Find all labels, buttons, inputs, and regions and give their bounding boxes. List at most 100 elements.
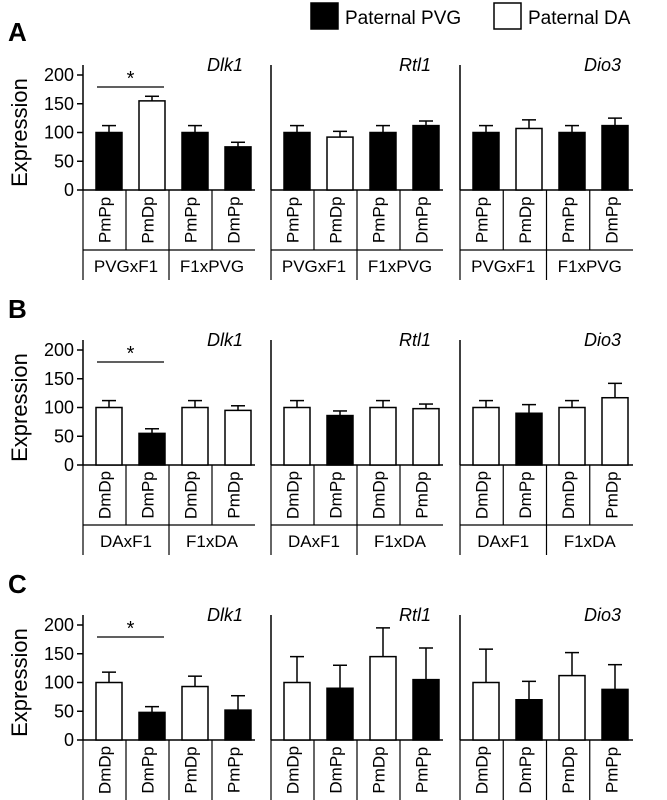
subplot-dio3: Dio3 PmPp PmDp PmPp DmPp PVGxF1 F1xPVG [459,55,633,280]
category-label: PmPp [370,197,389,243]
y-tick-label: 150 [44,94,74,114]
legend-swatch-paternal-pvg [310,2,339,30]
bar [181,685,209,741]
group-label: DAxF1 [477,532,529,551]
bar [224,709,252,741]
category-label: DmDp [473,746,492,794]
group-label: DAxF1 [288,532,340,551]
bar [283,406,311,466]
bar [412,678,440,741]
significance-star: * [127,68,135,90]
category-label: DmPp [139,471,158,518]
subplot-dlk1: Dlk1 DmDp DmPp PmDp PmPp * [82,605,255,800]
subplot-dlk1: Dlk1 DmDp DmPp DmDp PmDp DAxF1 F1xDA * [82,330,255,555]
category-label: PmDp [516,196,535,243]
y-tick-label: 100 [44,673,74,693]
y-tick-label: 150 [44,644,74,664]
panel-letter: A [8,17,27,47]
bar [412,407,440,466]
group-label: PVGxF1 [471,257,535,276]
bar [181,131,209,191]
y-tick-label: 150 [44,369,74,389]
y-tick-label: 0 [64,180,74,200]
y-tick-label: 50 [54,426,74,446]
bar [138,711,166,741]
category-label: DmPp [139,746,158,793]
category-label: PmDp [225,471,244,518]
category-label: PmPp [225,747,244,793]
bar [95,406,123,466]
category-label: PmDp [559,746,578,793]
y-tick-label: 50 [54,701,74,721]
category-label: PmDp [139,196,158,243]
category-label: DmPp [327,746,346,793]
category-label: PmPp [602,747,621,793]
gene-title: Dio3 [584,330,621,350]
y-tick-label: 0 [64,730,74,750]
y-tick-label: 200 [44,615,74,635]
legend-label-paternal-pvg: Paternal PVG [345,8,461,29]
bar [369,131,397,191]
bar [558,406,586,466]
subplot-dio3: Dio3 DmDp DmPp DmDp PmDp DAxF1 F1xDA [459,330,633,555]
bar [601,688,629,741]
category-label: PmDp [182,746,201,793]
bar [138,432,166,466]
gene-title: Dlk1 [207,605,243,625]
gene-title: Dlk1 [207,55,243,75]
bar [601,124,629,191]
category-label: PmDp [602,471,621,518]
y-tick-label: 100 [44,398,74,418]
group-label: DAxF1 [100,532,152,551]
bar [326,136,354,191]
category-label: DmPp [413,196,432,243]
bar [472,681,500,741]
gene-title: Dio3 [584,605,621,625]
y-tick-label: 0 [64,455,74,475]
subplot-rtl1: Rtl1 DmDp DmPp DmDp PmDp DAxF1 F1xDA [270,330,443,555]
category-label: DmDp [182,471,201,519]
bar [283,681,311,741]
group-label: PVGxF1 [94,257,158,276]
bar [412,124,440,191]
category-label: DmDp [96,471,115,519]
bar [515,412,543,466]
bar [138,100,166,191]
category-label: PmPp [473,197,492,243]
bar [515,699,543,741]
y-tick-label: 200 [44,65,74,85]
gene-title: Dio3 [584,55,621,75]
gene-title: Rtl1 [399,330,431,350]
group-label: F1xPVG [180,257,244,276]
significance-star: * [127,343,135,365]
legend-label-paternal-da: Paternal DA [528,8,631,29]
bar [181,406,209,466]
group-label: PVGxF1 [282,257,346,276]
category-label: DmDp [370,471,389,519]
y-tick-label: 100 [44,123,74,143]
category-label: DmDp [284,471,303,519]
category-label: PmPp [96,197,115,243]
bar [224,409,252,466]
category-label: PmPp [559,197,578,243]
significance-star: * [127,618,135,640]
group-label: F1xDA [374,532,427,551]
y-axis-label: Expression [7,78,32,187]
category-label: DmDp [559,471,578,519]
y-tick-label: 50 [54,151,74,171]
bar [558,674,586,741]
panel-letter: C [8,569,27,599]
bar [283,131,311,191]
group-label: F1xPVG [368,257,432,276]
category-label: PmPp [413,747,432,793]
panel-C: C Expression 0 50 100 150 200 Dlk1 DmDp DmPp PmDp P… [7,569,633,800]
category-label: DmPp [327,471,346,518]
category-label: DmDp [96,746,115,794]
category-label: PmDp [327,196,346,243]
category-label: DmPp [225,196,244,243]
category-label: DmPp [602,196,621,243]
bar [326,687,354,741]
bar [601,396,629,466]
panel-B: B Expression 0 50 100 150 200 Dlk1 DmDp DmPp DmDp P… [7,294,633,555]
